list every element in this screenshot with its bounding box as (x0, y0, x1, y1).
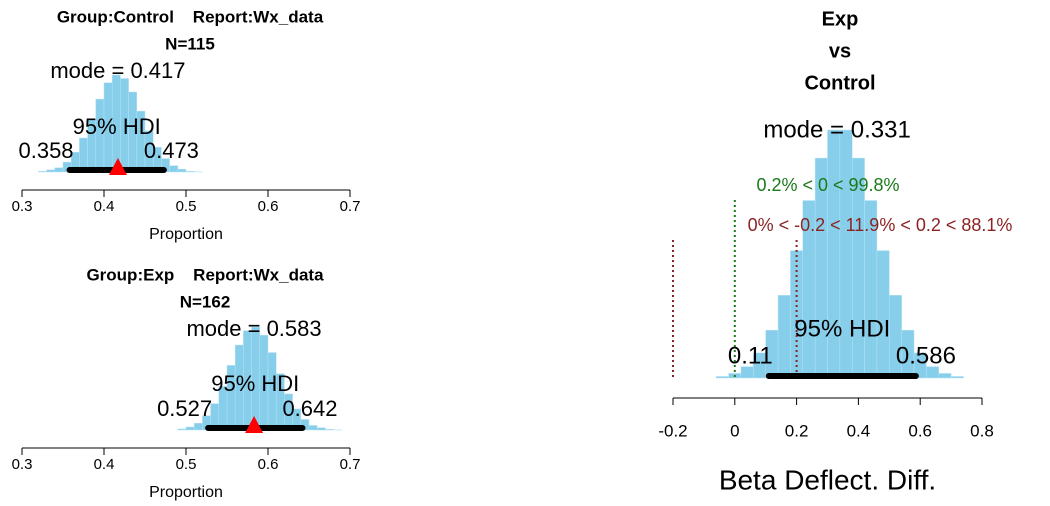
x-tick-label: 0 (730, 421, 739, 440)
histogram-bar (46, 169, 56, 173)
chart-title: vs (829, 40, 851, 62)
x-tick-label: 0.4 (94, 198, 115, 215)
hdi-low-label: 0.358 (18, 138, 73, 163)
x-tick-label: 0.6 (908, 421, 932, 440)
histogram-bar (54, 167, 64, 173)
chart-title: Group:Exp Report:Wx_data (86, 265, 324, 284)
histogram-bar (185, 171, 195, 173)
histogram-bar (777, 295, 791, 379)
mode-label: mode = 0.331 (763, 116, 910, 143)
histogram-bar (193, 422, 203, 431)
histogram-bar (876, 250, 890, 379)
histogram-bar (177, 428, 187, 431)
hdi-label: 95% HDI (211, 371, 299, 396)
histogram-bar (938, 373, 952, 379)
histogram-bar (185, 426, 195, 431)
hdi-high-label: 0.586 (896, 342, 956, 369)
x-axis-label: Proportion (149, 484, 223, 501)
comparison-text: 0.2% < 0 < 99.8% (756, 175, 899, 195)
histogram-bar (300, 419, 310, 431)
histogram-bar (926, 366, 939, 379)
histogram-bar (308, 425, 318, 431)
histogram-bar (950, 376, 964, 379)
x-tick-label: 0.3 (12, 456, 33, 473)
x-tick-label: 0.8 (970, 421, 994, 440)
hdi-label: 95% HDI (73, 114, 161, 139)
histogram-bar (169, 165, 179, 173)
chart-title: N=162 (180, 292, 231, 311)
histogram-bar (790, 250, 804, 379)
histogram-bar (316, 427, 326, 431)
x-tick-label: 0.7 (340, 456, 361, 473)
hdi-label: 95% HDI (794, 315, 890, 342)
histogram-bar (177, 168, 187, 173)
x-tick-label: 0.7 (340, 198, 361, 215)
x-tick-label: -0.2 (658, 421, 687, 440)
x-tick-label: 0.2 (785, 421, 809, 440)
x-axis-label: Beta Deflect. Diff. (719, 464, 936, 495)
chart-title: Control (804, 72, 875, 94)
histogram-bar (716, 376, 729, 379)
chart-title: Exp (822, 8, 859, 30)
x-tick-label: 0.4 (847, 421, 871, 440)
histogram-bar (325, 428, 334, 431)
rope-text: 0% < -0.2 < 11.9% < 0.2 < 88.1% (748, 215, 1013, 235)
hdi-low-label: 0.11 (728, 342, 773, 369)
x-tick-label: 0.5 (176, 198, 197, 215)
x-tick-label: 0.4 (94, 456, 115, 473)
hdi-high-label: 0.473 (144, 138, 199, 163)
mode-marker (108, 158, 127, 175)
histogram-bar (38, 171, 47, 173)
histogram-bar (79, 137, 88, 173)
x-tick-label: 0.6 (258, 198, 279, 215)
hdi-high-label: 0.642 (282, 396, 337, 421)
mode-label: mode = 0.583 (186, 316, 321, 341)
mode-label: mode = 0.417 (50, 58, 185, 83)
x-tick-label: 0.6 (258, 456, 279, 473)
mode-marker (245, 416, 264, 433)
histogram-bar (913, 352, 927, 379)
x-axis-label: Proportion (149, 226, 223, 243)
x-tick-label: 0.3 (12, 198, 33, 215)
x-tick-label: 0.5 (176, 456, 197, 473)
hdi-low-label: 0.527 (157, 396, 212, 421)
chart-title: Group:Control Report:Wx_data (57, 7, 324, 26)
chart-title: N=115 (165, 34, 215, 53)
